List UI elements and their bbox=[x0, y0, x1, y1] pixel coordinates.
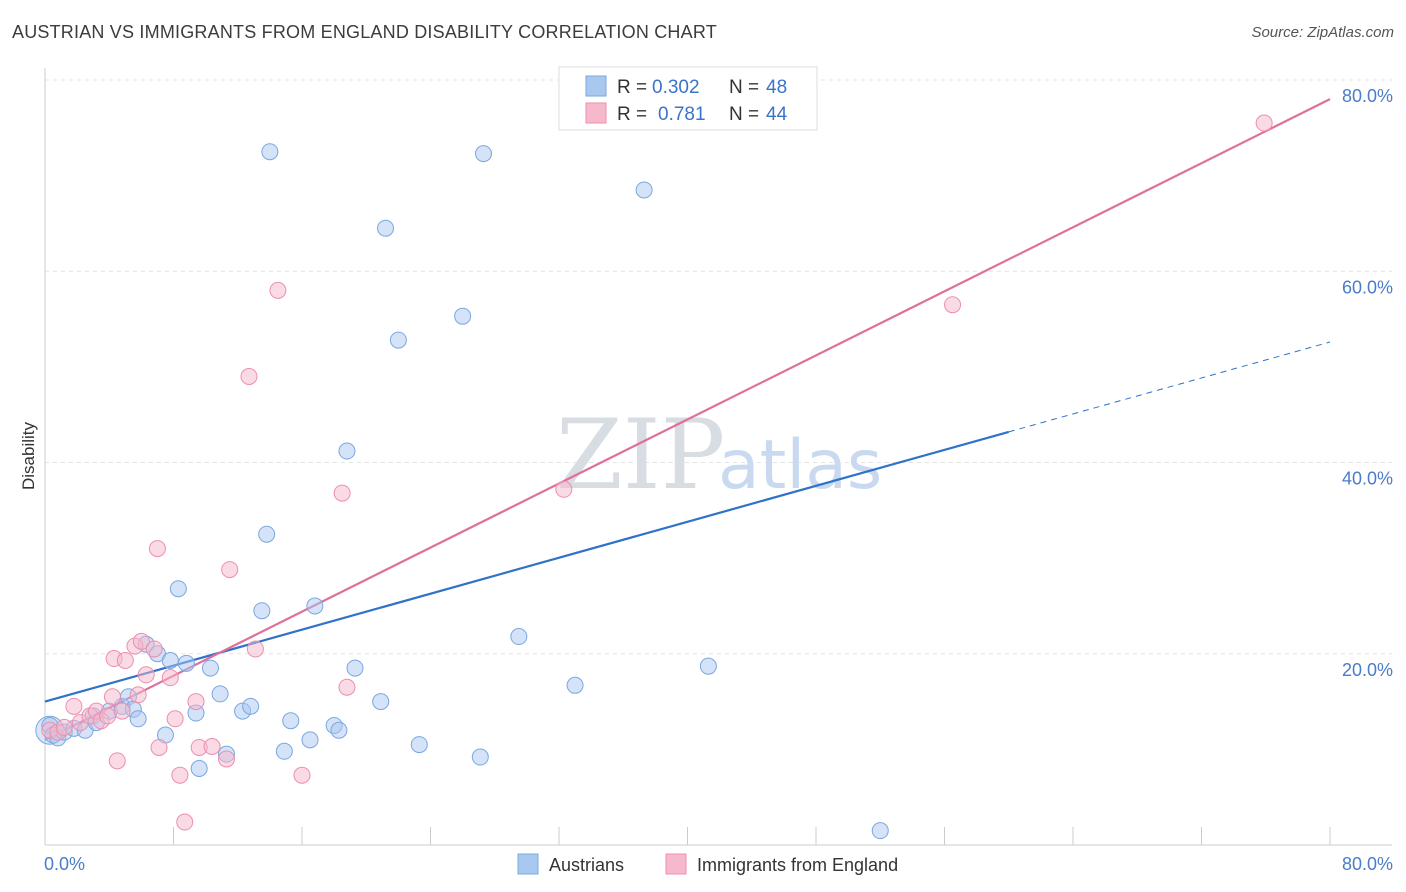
y-axis-label: Disability bbox=[19, 421, 38, 490]
legend-r-value: 0.781 bbox=[658, 104, 706, 125]
data-point-austrians bbox=[253, 602, 271, 620]
trend-line-austrians bbox=[44, 430, 1010, 703]
data-point-austrians bbox=[258, 525, 276, 543]
y-tick-label: 20.0% bbox=[1342, 660, 1393, 680]
data-point-immigrants bbox=[269, 281, 287, 299]
legend-bottom-swatch-immigrants bbox=[665, 853, 687, 875]
legend-n-label: N = bbox=[729, 104, 759, 125]
data-point-immigrants bbox=[246, 640, 264, 658]
y-tick-label: 80.0% bbox=[1342, 86, 1393, 106]
x-tick-label: 0.0% bbox=[44, 854, 85, 874]
data-point-immigrants bbox=[145, 640, 163, 658]
data-point-immigrants bbox=[108, 752, 126, 770]
data-point-immigrants bbox=[221, 561, 239, 579]
watermark-atlas: atlas bbox=[718, 426, 882, 505]
data-point-austrians bbox=[699, 657, 717, 675]
data-point-immigrants bbox=[132, 632, 150, 650]
data-point-immigrants bbox=[129, 686, 147, 704]
data-point-austrians bbox=[306, 597, 324, 615]
data-point-austrians bbox=[201, 659, 219, 677]
data-point-austrians bbox=[566, 676, 584, 694]
legend-r-label: R = bbox=[617, 104, 647, 125]
data-point-immigrants bbox=[218, 750, 236, 768]
data-point-immigrants bbox=[293, 766, 311, 784]
y-tick-label: 40.0% bbox=[1342, 469, 1393, 489]
data-point-immigrants bbox=[240, 367, 258, 385]
data-point-immigrants bbox=[944, 296, 962, 314]
data-point-immigrants bbox=[171, 766, 189, 784]
data-point-immigrants bbox=[99, 707, 117, 725]
data-point-austrians bbox=[372, 693, 390, 711]
data-point-immigrants bbox=[1255, 114, 1273, 132]
trend-lines bbox=[44, 98, 1331, 741]
grid-lines bbox=[45, 79, 1392, 655]
data-point-austrians bbox=[410, 736, 428, 754]
trend-line-immigrants bbox=[44, 98, 1331, 741]
data-point-austrians bbox=[330, 721, 348, 739]
data-point-immigrants bbox=[555, 480, 573, 498]
y-tick-labels: 20.0% 40.0% 60.0% 80.0% bbox=[1342, 86, 1393, 680]
data-point-immigrants bbox=[137, 666, 155, 684]
legend-bottom-label-immigrants: Immigrants from England bbox=[697, 855, 898, 875]
legend-bottom: Austrians Immigrants from England bbox=[517, 853, 898, 875]
data-point-immigrants bbox=[161, 669, 179, 687]
data-point-immigrants bbox=[116, 651, 134, 669]
data-point-immigrants bbox=[203, 738, 221, 756]
legend-top: R = 0.302 N = 48 R = 0.781 N = 44 bbox=[558, 66, 818, 131]
legend-n-label: N = bbox=[729, 77, 759, 98]
data-point-austrians bbox=[338, 442, 356, 460]
data-point-immigrants bbox=[176, 813, 194, 831]
x-tick-label: 80.0% bbox=[1342, 854, 1393, 874]
data-point-austrians bbox=[301, 731, 319, 749]
data-point-austrians bbox=[475, 145, 493, 163]
legend-n-value: 44 bbox=[766, 104, 788, 125]
data-point-austrians bbox=[161, 651, 179, 669]
data-point-austrians bbox=[190, 760, 208, 777]
data-point-austrians bbox=[169, 580, 187, 598]
data-point-immigrants bbox=[113, 702, 131, 720]
trend-line-austrians-extrapolated bbox=[1008, 341, 1331, 433]
data-point-austrians bbox=[454, 307, 472, 325]
data-point-immigrants bbox=[103, 688, 121, 706]
data-point-austrians bbox=[471, 748, 489, 766]
data-point-immigrants bbox=[55, 718, 73, 736]
legend-n-value: 48 bbox=[766, 77, 787, 98]
data-point-austrians bbox=[177, 654, 195, 672]
data-point-immigrants bbox=[65, 697, 83, 715]
data-point-austrians bbox=[282, 712, 300, 730]
data-point-austrians bbox=[377, 219, 395, 237]
data-point-austrians bbox=[389, 331, 407, 349]
data-point-austrians bbox=[242, 697, 260, 715]
data-point-austrians bbox=[510, 628, 528, 646]
data-point-austrians bbox=[261, 143, 279, 161]
legend-swatch-austrians bbox=[585, 75, 607, 97]
data-point-austrians bbox=[635, 181, 653, 199]
legend-swatch-immigrants bbox=[585, 102, 607, 124]
data-point-immigrants bbox=[338, 678, 356, 696]
axes bbox=[44, 68, 1392, 846]
data-point-immigrants bbox=[166, 710, 184, 728]
source-credit: Source: ZipAtlas.com bbox=[1251, 24, 1394, 41]
watermark: ZIP atlas bbox=[556, 399, 882, 511]
data-point-immigrants bbox=[150, 738, 168, 756]
data-point-austrians bbox=[871, 822, 889, 840]
chart-title: AUSTRIAN VS IMMIGRANTS FROM ENGLAND DISA… bbox=[12, 22, 717, 42]
legend-bottom-label-austrians: Austrians bbox=[549, 855, 624, 875]
legend-r-value: 0.302 bbox=[652, 77, 700, 98]
data-point-austrians bbox=[275, 742, 293, 760]
data-point-austrians bbox=[211, 685, 229, 703]
data-points bbox=[35, 114, 1273, 840]
data-point-immigrants bbox=[187, 693, 205, 711]
data-point-austrians bbox=[129, 710, 147, 728]
legend-r-label: R = bbox=[617, 77, 647, 98]
x-tick-labels: 0.0% 80.0% bbox=[44, 854, 1393, 874]
y-tick-label: 60.0% bbox=[1342, 277, 1393, 297]
data-point-austrians bbox=[346, 659, 364, 677]
legend-bottom-swatch-austrians bbox=[517, 853, 539, 875]
data-point-immigrants bbox=[148, 540, 166, 558]
watermark-zip: ZIP bbox=[556, 399, 725, 511]
data-point-immigrants bbox=[333, 484, 351, 502]
